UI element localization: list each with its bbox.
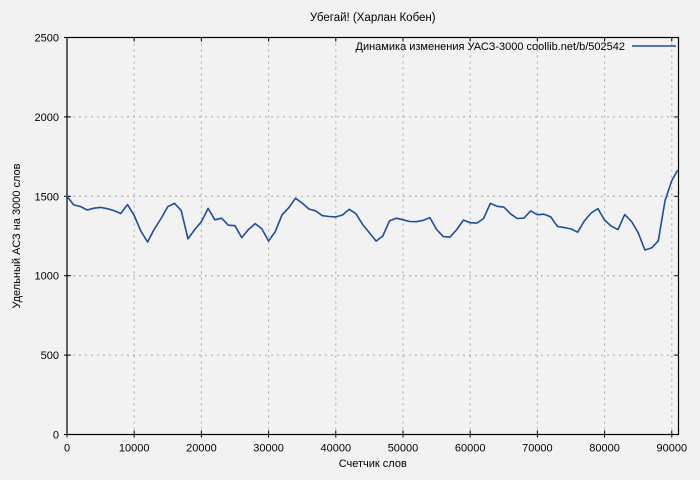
x-tick-label: 90000	[656, 443, 687, 455]
x-tick-label: 50000	[388, 443, 419, 455]
x-tick-label: 0	[64, 443, 70, 455]
y-tick-label: 1000	[35, 271, 59, 283]
tick-label-layer: 0 10000 20000 30000 40000 50000 60000 70000 8000…	[35, 33, 688, 455]
x-tick-label: 20000	[186, 443, 217, 455]
tick-layer	[64, 37, 679, 438]
y-tick-label: 2500	[35, 33, 59, 45]
plot-border	[66, 36, 680, 436]
series-line	[66, 170, 679, 251]
y-tick-label: 500	[41, 350, 59, 362]
x-axis-label: Счетчик слов	[339, 458, 407, 470]
y-axis-label: Удельный АСЗ на 3000 слов	[11, 163, 23, 308]
y-tick-label: 1500	[35, 191, 59, 203]
x-tick-label: 10000	[119, 443, 150, 455]
x-tick-label: 80000	[589, 443, 620, 455]
grid-layer	[67, 37, 679, 435]
x-tick-label: 40000	[320, 443, 351, 455]
legend-label: Динамика изменения УАСЗ-3000 coollib.net…	[356, 41, 625, 53]
chart-title: Убегай! (Харлан Кобен)	[310, 12, 436, 24]
y-tick-label: 0	[53, 430, 59, 442]
y-tick-label: 2000	[35, 112, 59, 124]
x-tick-label: 30000	[253, 443, 284, 455]
x-tick-label: 60000	[455, 443, 486, 455]
x-tick-label: 70000	[522, 443, 553, 455]
